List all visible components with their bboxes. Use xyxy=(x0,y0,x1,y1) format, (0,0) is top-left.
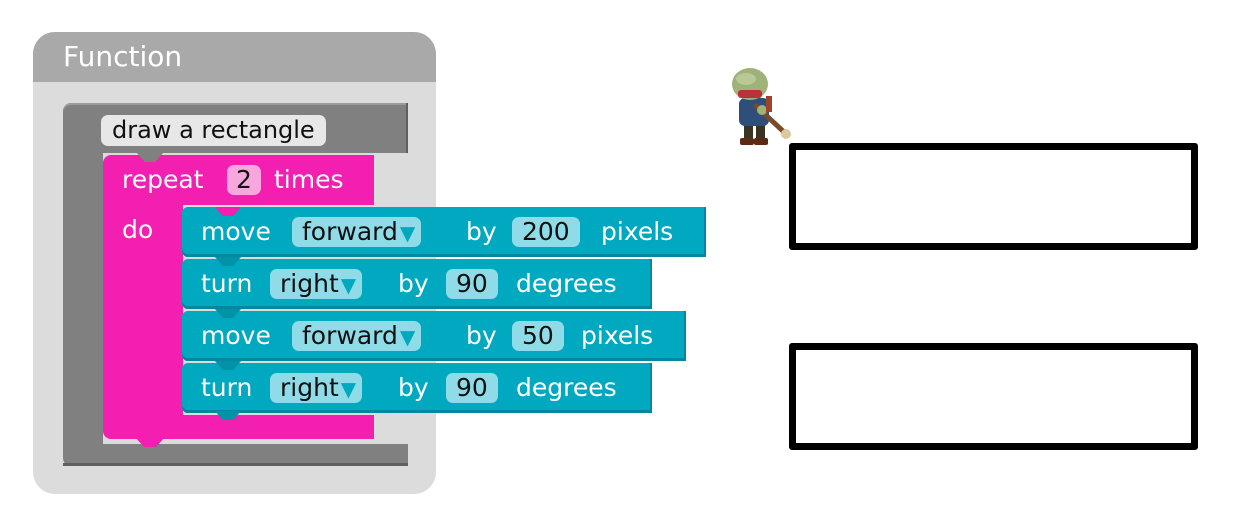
chevron-down-icon: ▼ xyxy=(340,273,357,297)
angle-field[interactable]: 90 xyxy=(446,373,498,403)
turn-block[interactable] xyxy=(182,363,652,413)
procedure-definition-spine[interactable] xyxy=(63,150,103,450)
turn-direction-dropdown[interactable]: right ▼ xyxy=(270,269,363,299)
unit-label: degrees xyxy=(516,269,617,298)
times-label: times xyxy=(274,165,344,194)
move-block-notch xyxy=(215,309,241,318)
turn-block-bottom-tab xyxy=(215,411,241,420)
function-panel-header: Function xyxy=(33,32,436,82)
turn-direction-dropdown[interactable]: right ▼ xyxy=(270,373,363,403)
move-label: move xyxy=(201,217,271,246)
turn-label: turn xyxy=(201,373,253,402)
distance-field[interactable]: 200 xyxy=(512,217,580,247)
artist-zombie-icon xyxy=(732,68,791,145)
unit-label: pixels xyxy=(601,217,674,246)
unit-label: degrees xyxy=(516,373,617,402)
move-block[interactable] xyxy=(182,311,686,361)
repeat-block-bottom-tab xyxy=(135,437,165,447)
move-block[interactable] xyxy=(182,207,706,257)
chevron-down-icon: ▼ xyxy=(340,377,357,401)
move-block-notch xyxy=(215,207,241,216)
by-label: by xyxy=(398,269,429,298)
function-panel-title: Function xyxy=(63,40,183,73)
direction-dropdown[interactable]: forward ▼ xyxy=(292,217,422,247)
do-label: do xyxy=(122,215,154,244)
turn-direction-dropdown-value: right xyxy=(280,269,339,298)
turn-direction-dropdown-value: right xyxy=(280,373,339,402)
repeat-label: repeat xyxy=(122,165,204,194)
repeat-block-footer[interactable] xyxy=(103,415,374,439)
procedure-definition-footer[interactable] xyxy=(63,444,408,466)
by-label: by xyxy=(466,321,497,350)
procedure-name-field[interactable]: draw a rectangle xyxy=(101,115,326,146)
turn-block-notch xyxy=(215,257,241,266)
by-label: by xyxy=(466,217,497,246)
unit-label: pixels xyxy=(581,321,654,350)
by-label: by xyxy=(398,373,429,402)
direction-dropdown[interactable]: forward ▼ xyxy=(292,321,422,351)
chevron-down-icon: ▼ xyxy=(399,325,416,349)
distance-field[interactable]: 50 xyxy=(512,321,564,351)
angle-field[interactable]: 90 xyxy=(446,269,498,299)
chevron-down-icon: ▼ xyxy=(399,221,416,245)
turn-label: turn xyxy=(201,269,253,298)
move-label: move xyxy=(201,321,271,350)
turn-block-notch xyxy=(215,361,241,370)
repeat-block-top-notch xyxy=(137,153,163,162)
drawn-rectangle xyxy=(789,343,1198,450)
drawn-rectangle xyxy=(789,143,1198,250)
repeat-count-field[interactable]: 2 xyxy=(227,165,261,195)
direction-dropdown-value: forward xyxy=(302,321,398,350)
direction-dropdown-value: forward xyxy=(302,217,398,246)
turn-block[interactable] xyxy=(182,259,652,309)
repeat-block-spine[interactable] xyxy=(103,200,183,438)
